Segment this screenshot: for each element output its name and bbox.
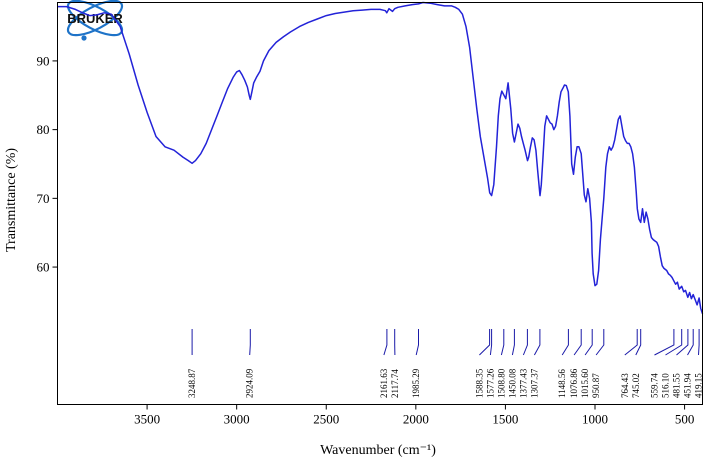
peak-marker-line — [573, 329, 582, 356]
y-tick-label: 90 — [37, 53, 50, 68]
bruker-logo: BRUKER — [66, 0, 124, 41]
y-tick-label: 80 — [37, 122, 50, 137]
peak-label: 559.74 — [650, 373, 660, 398]
peak-marker-line — [533, 329, 541, 356]
peak-label: 1508.80 — [496, 368, 506, 398]
peak-marker-line — [249, 329, 251, 356]
x-tick-label: 2000 — [403, 412, 429, 427]
peak-label: 1985.29 — [411, 368, 421, 398]
x-tick-label: 3000 — [224, 412, 250, 427]
x-axis: 3500 3000 2500 2000 1500 1000 500 — [134, 404, 695, 427]
peak-label: 950.87 — [591, 373, 601, 398]
peak-label: 451.94 — [683, 373, 693, 398]
x-tick-label: 1000 — [582, 412, 608, 427]
logo-text: BRUKER — [67, 11, 123, 26]
peak-marker-line — [595, 329, 605, 356]
peak-marker-line — [479, 329, 491, 356]
peak-marker-line — [676, 329, 689, 356]
peak-marker-line — [415, 329, 419, 356]
peak-label: 1577.26 — [485, 368, 495, 398]
peak-label: 3248.87 — [187, 368, 197, 398]
peak-marker-line — [584, 329, 593, 356]
peak-marker-line — [698, 329, 700, 356]
y-axis: 60 70 80 90 — [37, 53, 58, 275]
y-axis-title: Transmittance (%) — [4, 148, 19, 252]
peak-marker-line — [522, 329, 528, 356]
peak-label: 481.55 — [672, 373, 682, 398]
peak-label: 1588.35 — [474, 368, 484, 398]
peak-marker-line — [383, 329, 388, 356]
peak-label: 764.43 — [620, 373, 630, 398]
peak-label: 1015.60 — [580, 368, 590, 398]
logo-orbit-2 — [66, 0, 124, 37]
x-tick-label: 2500 — [313, 412, 339, 427]
peak-label: 419.15 — [694, 373, 704, 398]
peak-marker-line — [687, 329, 694, 356]
peak-label: 2161.63 — [379, 368, 389, 398]
peak-label: 516.10 — [661, 373, 671, 398]
plot-frame — [57, 2, 703, 405]
peak-label: 1076.86 — [569, 368, 579, 398]
peak-marker-line — [511, 329, 515, 356]
peak-label: 1148.56 — [557, 369, 567, 398]
peak-label: 1377.43 — [518, 368, 528, 398]
peak-label: 1307.37 — [529, 368, 539, 398]
x-axis-title: Wavenumber (cm⁻¹) — [320, 443, 436, 458]
peak-marker-line — [561, 329, 569, 356]
logo-dot — [81, 35, 87, 41]
peak-label: 2924.09 — [245, 368, 255, 398]
peak-marker-line — [624, 329, 638, 356]
y-tick-label: 60 — [37, 260, 50, 275]
peak-marker-line — [654, 329, 675, 356]
peak-markers: 3248.87 2924.09 2161.63 2117.74 1985.29 1588.… — [187, 329, 704, 398]
y-tick-label: 70 — [37, 191, 50, 206]
peak-label: 2117.74 — [390, 369, 400, 398]
peak-label: 745.02 — [631, 373, 641, 398]
x-tick-label: 1500 — [492, 412, 518, 427]
x-tick-label: 3500 — [134, 412, 160, 427]
peak-marker-line — [665, 329, 683, 356]
peak-marker-line — [500, 329, 505, 356]
spectrum-line — [57, 1, 704, 315]
peak-marker-line — [489, 329, 493, 356]
peak-label: 1450.08 — [507, 368, 517, 398]
peak-marker-line — [635, 329, 642, 356]
x-tick-label: 500 — [675, 412, 695, 427]
